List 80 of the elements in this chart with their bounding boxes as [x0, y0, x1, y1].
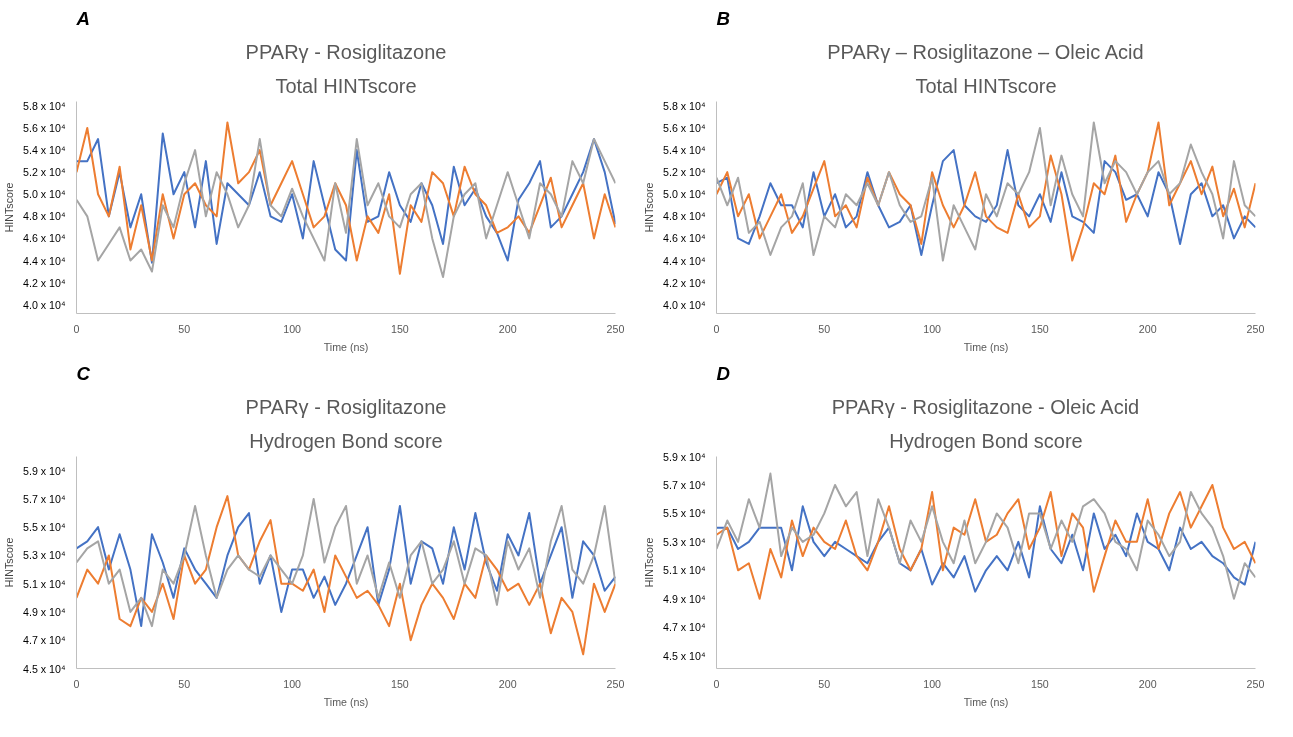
- text: D: [716, 362, 730, 384]
- x-tick-label: 200: [498, 677, 517, 690]
- x-tick-label: 150: [391, 677, 409, 690]
- x-tick-label: 50: [178, 677, 191, 690]
- y-tick-label: 4.5 x 10⁴: [23, 662, 66, 675]
- x-tick-label: 100: [923, 322, 942, 335]
- y-axis-title: HINTscore: [643, 182, 656, 233]
- y-tick-label: 5.0 x 10⁴: [663, 188, 706, 201]
- y-tick-label: 5.8 x 10⁴: [663, 99, 706, 112]
- y-axis-title: HINTscore: [3, 537, 16, 588]
- x-tick-label: 250: [606, 322, 625, 335]
- x-tick-label: 50: [818, 677, 831, 690]
- chart-title: PPARγ - Rosiglitazone - Oleic Acid: [831, 395, 1140, 418]
- x-axis-title: Time (ns): [963, 340, 1009, 353]
- y-tick-label: 5.0 x 10⁴: [23, 188, 66, 201]
- x-tick-label: 200: [498, 322, 517, 335]
- chart-title: PPARγ - Rosiglitazone: [245, 40, 447, 63]
- x-tick-label: 100: [283, 322, 302, 335]
- y-tick-label: 5.2 x 10⁴: [663, 166, 706, 179]
- y-tick-label: 4.8 x 10⁴: [23, 210, 66, 223]
- x-tick-label: 100: [283, 677, 302, 690]
- x-tick-label: 250: [1246, 322, 1265, 335]
- x-axis-title: Time (ns): [323, 695, 369, 708]
- y-tick-label: 5.1 x 10⁴: [23, 577, 66, 590]
- y-tick-label: 5.4 x 10⁴: [23, 144, 66, 157]
- y-tick-label: 4.7 x 10⁴: [23, 634, 66, 647]
- x-tick-label: 200: [1138, 677, 1157, 690]
- y-tick-label: 5.5 x 10⁴: [663, 507, 706, 520]
- x-tick-label: 0: [713, 322, 720, 335]
- x-tick-label: 150: [391, 322, 409, 335]
- chart-title: PPARγ – Rosiglitazone – Oleic Acid: [827, 40, 1144, 63]
- x-tick-label: 50: [178, 322, 191, 335]
- x-axis-title: Time (ns): [963, 695, 1009, 708]
- x-tick-label: 0: [713, 677, 720, 690]
- chart-subtitle: Hydrogen Bond score: [889, 429, 1083, 452]
- y-tick-label: 5.9 x 10⁴: [23, 464, 66, 477]
- y-axis-title: HINTscore: [643, 537, 656, 588]
- x-tick-label: 0: [73, 322, 80, 335]
- x-tick-label: 250: [1246, 677, 1265, 690]
- x-tick-label: 150: [1031, 322, 1049, 335]
- y-tick-label: 4.8 x 10⁴: [663, 210, 706, 223]
- y-tick-label: 4.0 x 10⁴: [663, 298, 706, 311]
- chart-subtitle: Hydrogen Bond score: [249, 429, 443, 452]
- y-tick-label: 4.2 x 10⁴: [663, 276, 706, 289]
- y-tick-label: 5.6 x 10⁴: [23, 122, 66, 134]
- y-tick-label: 4.7 x 10⁴: [663, 621, 706, 634]
- y-tick-label: 5.3 x 10⁴: [23, 549, 66, 562]
- y-tick-label: 4.4 x 10⁴: [23, 254, 66, 267]
- y-tick-label: 4.4 x 10⁴: [663, 254, 706, 267]
- x-tick-label: 0: [73, 677, 80, 690]
- y-tick-label: 5.5 x 10⁴: [23, 521, 66, 534]
- y-tick-label: 5.9 x 10⁴: [663, 450, 706, 463]
- y-tick-label: 5.1 x 10⁴: [663, 564, 706, 577]
- text: C: [76, 362, 91, 384]
- chart-subtitle: Total HINTscore: [915, 74, 1057, 97]
- y-tick-label: 4.9 x 10⁴: [23, 605, 66, 618]
- y-axis-title: HINTscore: [3, 182, 16, 233]
- chart-subtitle: Total HINTscore: [275, 74, 417, 97]
- x-tick-label: 200: [1138, 322, 1157, 335]
- y-tick-label: 5.7 x 10⁴: [663, 478, 706, 491]
- y-tick-label: 5.7 x 10⁴: [23, 492, 66, 505]
- x-tick-label: 100: [923, 677, 942, 690]
- y-tick-label: 5.6 x 10⁴: [663, 122, 706, 134]
- x-tick-label: 150: [1031, 677, 1049, 690]
- y-tick-label: 4.2 x 10⁴: [23, 276, 66, 289]
- x-axis-title: Time (ns): [323, 340, 369, 353]
- x-tick-label: 250: [606, 677, 625, 690]
- y-tick-label: 4.9 x 10⁴: [663, 592, 706, 605]
- y-tick-label: 5.3 x 10⁴: [663, 535, 706, 548]
- y-tick-label: 4.0 x 10⁴: [23, 298, 66, 311]
- y-tick-label: 5.4 x 10⁴: [663, 144, 706, 157]
- x-tick-label: 50: [818, 322, 831, 335]
- y-tick-label: 4.5 x 10⁴: [663, 649, 706, 662]
- y-tick-label: 5.2 x 10⁴: [23, 166, 66, 179]
- text: B: [716, 7, 730, 29]
- y-tick-label: 5.8 x 10⁴: [23, 99, 66, 112]
- text: A: [75, 7, 90, 29]
- y-tick-label: 4.6 x 10⁴: [23, 232, 66, 245]
- y-tick-label: 4.6 x 10⁴: [663, 232, 706, 245]
- chart-title: PPARγ - Rosiglitazone: [245, 395, 447, 418]
